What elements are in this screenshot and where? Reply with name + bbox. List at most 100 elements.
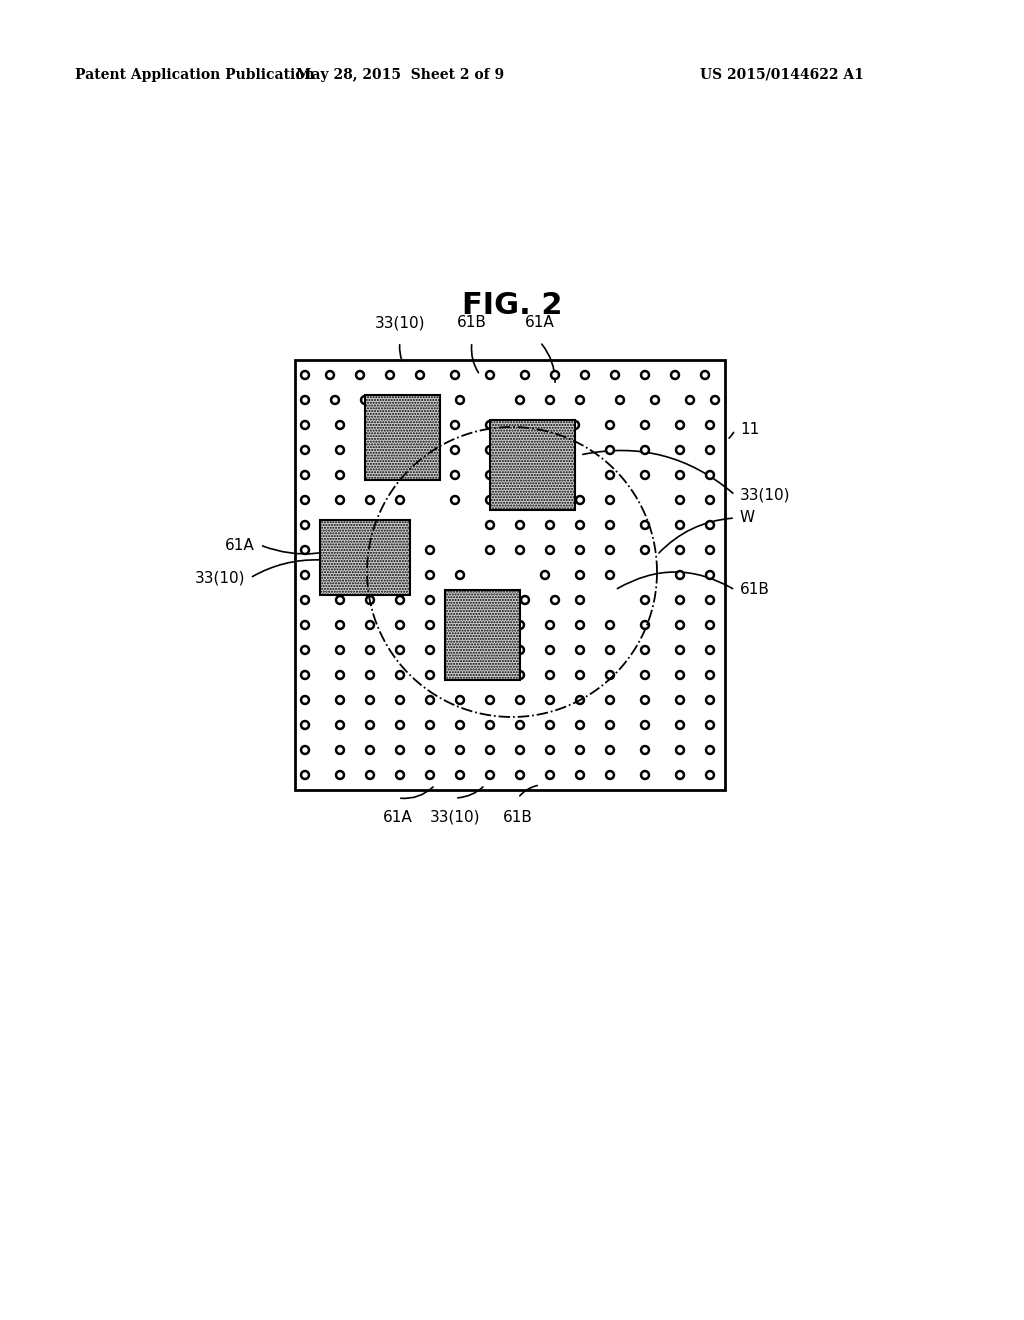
Circle shape [388, 374, 392, 378]
Circle shape [336, 446, 344, 454]
Circle shape [706, 520, 715, 529]
Circle shape [300, 545, 309, 554]
Circle shape [640, 620, 649, 630]
Circle shape [338, 598, 342, 602]
Circle shape [336, 570, 344, 579]
Circle shape [488, 623, 492, 627]
Circle shape [398, 648, 402, 652]
Circle shape [395, 620, 404, 630]
Circle shape [546, 545, 555, 554]
Circle shape [608, 748, 612, 752]
Circle shape [300, 470, 309, 479]
Circle shape [456, 696, 465, 705]
Circle shape [458, 648, 462, 652]
Text: 61A: 61A [525, 315, 555, 330]
Circle shape [708, 573, 712, 577]
Circle shape [548, 698, 552, 702]
Circle shape [300, 620, 309, 630]
Circle shape [706, 570, 715, 579]
Circle shape [706, 446, 715, 454]
Circle shape [546, 645, 555, 655]
Circle shape [398, 548, 402, 552]
Circle shape [488, 422, 492, 426]
Circle shape [678, 774, 682, 777]
Circle shape [676, 645, 684, 655]
Circle shape [678, 698, 682, 702]
Circle shape [643, 447, 647, 451]
Circle shape [428, 548, 432, 552]
Circle shape [368, 573, 372, 577]
Circle shape [706, 421, 715, 429]
Circle shape [303, 598, 307, 602]
Circle shape [546, 696, 555, 705]
Circle shape [338, 523, 342, 527]
Circle shape [546, 520, 555, 529]
Circle shape [708, 748, 712, 752]
Circle shape [643, 748, 647, 752]
Circle shape [608, 623, 612, 627]
Circle shape [515, 495, 524, 504]
Circle shape [676, 620, 684, 630]
Circle shape [303, 447, 307, 451]
Circle shape [485, 721, 495, 730]
Circle shape [640, 545, 649, 554]
Circle shape [368, 748, 372, 752]
Circle shape [518, 548, 522, 552]
Circle shape [643, 774, 647, 777]
Circle shape [608, 523, 612, 527]
Circle shape [485, 470, 495, 479]
Circle shape [708, 774, 712, 777]
Circle shape [368, 648, 372, 652]
Circle shape [575, 520, 585, 529]
Circle shape [643, 623, 647, 627]
Circle shape [605, 721, 614, 730]
Circle shape [303, 723, 307, 727]
Circle shape [451, 371, 460, 380]
Circle shape [451, 421, 460, 429]
Circle shape [676, 570, 684, 579]
Circle shape [485, 595, 495, 605]
Circle shape [300, 771, 309, 780]
Circle shape [456, 595, 465, 605]
Circle shape [678, 598, 682, 602]
Circle shape [416, 371, 425, 380]
Circle shape [338, 473, 342, 477]
Circle shape [300, 645, 309, 655]
Circle shape [453, 447, 457, 451]
Circle shape [708, 523, 712, 527]
Circle shape [368, 774, 372, 777]
Circle shape [456, 645, 465, 655]
Circle shape [605, 671, 614, 680]
Circle shape [366, 495, 375, 504]
Circle shape [336, 771, 344, 780]
Circle shape [553, 598, 557, 602]
Circle shape [398, 598, 402, 602]
Circle shape [303, 473, 307, 477]
Circle shape [485, 545, 495, 554]
Circle shape [643, 548, 647, 552]
Text: 33(10): 33(10) [375, 315, 425, 330]
Circle shape [336, 620, 344, 630]
Circle shape [608, 548, 612, 552]
Circle shape [338, 623, 342, 627]
Circle shape [575, 570, 585, 579]
Circle shape [303, 523, 307, 527]
Circle shape [546, 470, 555, 479]
Circle shape [515, 545, 524, 554]
Circle shape [303, 498, 307, 502]
Circle shape [518, 473, 522, 477]
Circle shape [640, 371, 649, 380]
Circle shape [608, 422, 612, 426]
Circle shape [643, 648, 647, 652]
Circle shape [336, 545, 344, 554]
Circle shape [605, 771, 614, 780]
Circle shape [488, 648, 492, 652]
Circle shape [518, 648, 522, 652]
Circle shape [336, 645, 344, 655]
Circle shape [398, 498, 402, 502]
Circle shape [708, 548, 712, 552]
Circle shape [336, 421, 344, 429]
Circle shape [303, 548, 307, 552]
Circle shape [575, 721, 585, 730]
Circle shape [676, 520, 684, 529]
